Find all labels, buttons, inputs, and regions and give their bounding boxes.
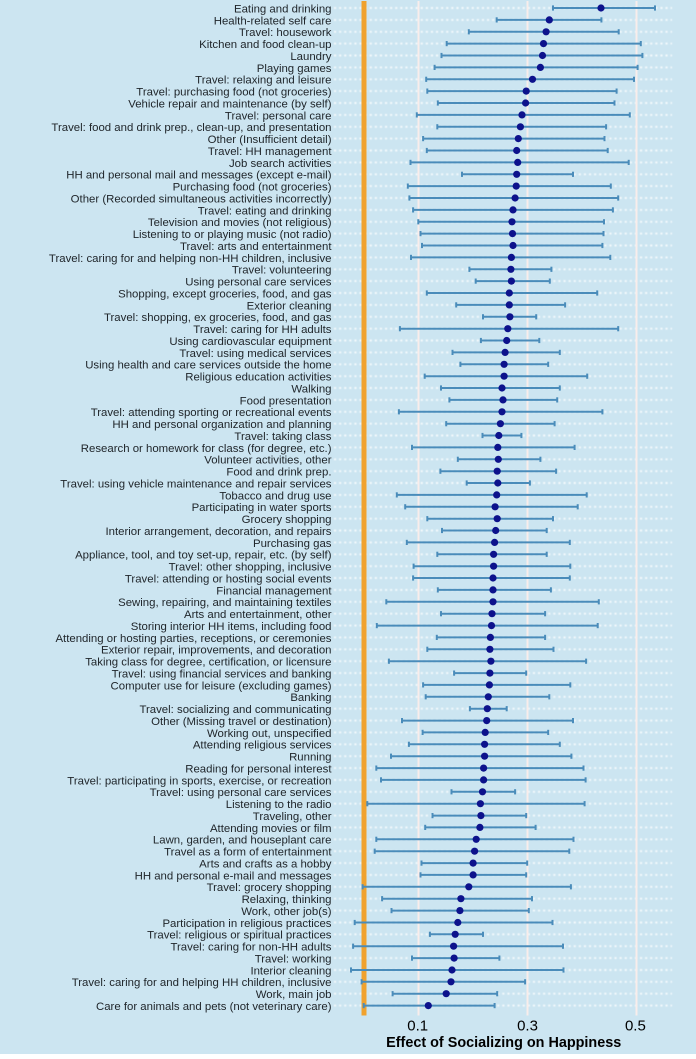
svg-text:Sewing, repairing, and maintai: Sewing, repairing, and maintaining texti… xyxy=(118,597,332,609)
svg-text:Travel as a form of entertainm: Travel as a form of entertainment xyxy=(164,847,332,859)
svg-text:Using personal care services: Using personal care services xyxy=(185,277,332,289)
svg-text:Travel: relaxing and leisure: Travel: relaxing and leisure xyxy=(195,75,331,87)
svg-text:Effect of Socializing on Happi: Effect of Socializing on Happiness xyxy=(386,1035,621,1051)
svg-text:Travel: caring for HH adults: Travel: caring for HH adults xyxy=(193,324,332,336)
svg-text:Travel: grocery shopping: Travel: grocery shopping xyxy=(207,882,332,894)
svg-text:Taking class for degree, certi: Taking class for degree, certification, … xyxy=(85,657,331,669)
svg-text:Purchasing gas: Purchasing gas xyxy=(253,538,332,550)
svg-text:Television and movies (not rel: Television and movies (not religious) xyxy=(148,217,332,229)
svg-text:Travel: using financial servic: Travel: using financial services and ban… xyxy=(112,669,332,681)
svg-text:Volunteer activities, other: Volunteer activities, other xyxy=(204,455,331,467)
svg-text:Arts and entertainment, other: Arts and entertainment, other xyxy=(184,609,332,621)
svg-text:Storing interior HH items, inc: Storing interior HH items, including foo… xyxy=(131,621,332,633)
svg-text:Travel: personal care: Travel: personal care xyxy=(225,110,332,122)
svg-text:Research or homework for class: Research or homework for class (for degr… xyxy=(81,443,332,455)
svg-text:Appliance, tool, and toy set-u: Appliance, tool, and toy set-up, repair,… xyxy=(75,550,332,562)
svg-text:Travel: using medical services: Travel: using medical services xyxy=(179,348,331,360)
svg-text:Grocery shopping: Grocery shopping xyxy=(242,514,332,526)
svg-text:HH and personal mail and messa: HH and personal mail and messages (excep… xyxy=(66,170,331,182)
svg-text:Travel: purchasing food (not g: Travel: purchasing food (not groceries) xyxy=(136,87,331,99)
svg-text:Travel: working: Travel: working xyxy=(255,954,332,966)
svg-text:Interior arrangement, decorati: Interior arrangement, decoration, and re… xyxy=(105,526,331,538)
svg-text:0.3: 0.3 xyxy=(517,1018,538,1035)
svg-text:Care for animals and pets (not: Care for animals and pets (not veterinar… xyxy=(96,1001,332,1013)
svg-text:Travel: participating in sport: Travel: participating in sports, exercis… xyxy=(67,775,331,787)
svg-text:Work, main job: Work, main job xyxy=(256,989,332,1001)
svg-text:Banking: Banking xyxy=(290,692,331,704)
svg-text:Travel: religious or spiritual: Travel: religious or spiritual practices xyxy=(147,930,332,942)
svg-text:Working out, unspecified: Working out, unspecified xyxy=(207,728,332,740)
svg-text:Exterior cleaning: Exterior cleaning xyxy=(247,300,332,312)
svg-text:Travel: attending sporting or: Travel: attending sporting or recreation… xyxy=(91,407,332,419)
svg-text:Travel: using vehicle maintena: Travel: using vehicle maintenance and re… xyxy=(60,478,331,490)
svg-text:Health-related self care: Health-related self care xyxy=(214,15,332,27)
svg-text:Playing games: Playing games xyxy=(257,63,332,75)
svg-text:Travel: HH management: Travel: HH management xyxy=(208,146,332,158)
svg-text:Travel: food and drink prep.,: Travel: food and drink prep., clean-up, … xyxy=(51,122,331,134)
svg-text:Travel: socializing and commun: Travel: socializing and communicating xyxy=(139,704,331,716)
svg-text:Travel: using personal care se: Travel: using personal care services xyxy=(150,787,332,799)
svg-text:Travel: eating and drinking: Travel: eating and drinking xyxy=(198,205,332,217)
svg-text:Participation in religious pra: Participation in religious practices xyxy=(162,918,331,930)
svg-text:Listening to the radio: Listening to the radio xyxy=(226,799,332,811)
svg-text:HH and personal organization a: HH and personal organization and plannin… xyxy=(112,419,331,431)
svg-text:Job search activities: Job search activities xyxy=(229,158,332,170)
svg-text:Travel: other shopping, inclus: Travel: other shopping, inclusive xyxy=(169,562,332,574)
svg-text:Work, other job(s): Work, other job(s) xyxy=(241,906,332,918)
svg-text:Other (Recorded simultaneous a: Other (Recorded simultaneous activities … xyxy=(71,193,332,205)
svg-text:Reading for personal interest: Reading for personal interest xyxy=(185,764,332,776)
svg-text:Exterior repair, improvements,: Exterior repair, improvements, and decor… xyxy=(101,645,331,657)
svg-text:Tobacco and drug use: Tobacco and drug use xyxy=(219,490,331,502)
svg-text:Financial management: Financial management xyxy=(216,585,332,597)
svg-text:Other (Missing travel or desti: Other (Missing travel or destination) xyxy=(151,716,332,728)
svg-text:Food and drink prep.: Food and drink prep. xyxy=(226,467,331,479)
svg-text:Religious education activities: Religious education activities xyxy=(185,372,332,384)
svg-text:Using health and care services: Using health and care services outside t… xyxy=(85,360,331,372)
svg-text:Attending movies or film: Attending movies or film xyxy=(210,823,332,835)
svg-text:Travel: shopping, ex groceries: Travel: shopping, ex groceries, food, an… xyxy=(104,312,332,324)
svg-text:Laundry: Laundry xyxy=(290,51,331,63)
svg-text:Other (Insufficient detail): Other (Insufficient detail) xyxy=(208,134,332,146)
svg-text:0.1: 0.1 xyxy=(407,1018,428,1035)
svg-text:Lawn, garden, and houseplant c: Lawn, garden, and houseplant care xyxy=(153,835,332,847)
svg-text:HH and personal e-mail and mes: HH and personal e-mail and messages xyxy=(135,870,332,882)
svg-text:Arts and crafts as a hobby: Arts and crafts as a hobby xyxy=(199,859,332,871)
svg-text:Travel: taking class: Travel: taking class xyxy=(234,431,331,443)
svg-text:Food presentation: Food presentation xyxy=(240,395,332,407)
svg-text:Vehicle repair and maintenance: Vehicle repair and maintenance (by self) xyxy=(128,98,331,110)
svg-text:Kitchen and food clean-up: Kitchen and food clean-up xyxy=(199,39,331,51)
svg-text:Using cardiovascular equipment: Using cardiovascular equipment xyxy=(169,336,332,348)
svg-text:Travel: caring for non-HH adul: Travel: caring for non-HH adults xyxy=(170,942,331,954)
svg-text:Listening to or playing music: Listening to or playing music (not radio… xyxy=(133,229,332,241)
svg-text:Attending or hosting parties,: Attending or hosting parties, receptions… xyxy=(55,633,331,645)
svg-text:Interior cleaning: Interior cleaning xyxy=(250,965,331,977)
svg-text:Traveling, other: Traveling, other xyxy=(253,811,332,823)
svg-text:Attending religious services: Attending religious services xyxy=(193,740,332,752)
svg-text:Travel: housework: Travel: housework xyxy=(239,27,332,39)
svg-text:Travel: arts and entertainment: Travel: arts and entertainment xyxy=(180,241,332,253)
svg-text:Travel: attending or hosting s: Travel: attending or hosting social even… xyxy=(125,573,332,585)
svg-text:Relaxing, thinking: Relaxing, thinking xyxy=(242,894,332,906)
svg-text:Walking: Walking xyxy=(291,383,331,395)
svg-text:Computer use for leisure (excl: Computer use for leisure (excluding game… xyxy=(111,680,332,692)
svg-text:Purchasing food (not groceries: Purchasing food (not groceries) xyxy=(173,182,332,194)
svg-text:Eating and drinking: Eating and drinking xyxy=(234,3,332,15)
svg-text:Travel: caring for and helping: Travel: caring for and helping non-HH ch… xyxy=(49,253,332,265)
svg-text:Participating in water sports: Participating in water sports xyxy=(192,502,332,514)
svg-text:Travel: volunteering: Travel: volunteering xyxy=(232,265,332,277)
svg-text:Running: Running xyxy=(289,752,331,764)
svg-text:0.5: 0.5 xyxy=(625,1018,646,1035)
svg-text:Shopping, except groceries, fo: Shopping, except groceries, food, and ga… xyxy=(118,288,332,300)
svg-text:Travel: caring for and helping: Travel: caring for and helping HH childr… xyxy=(72,977,332,989)
